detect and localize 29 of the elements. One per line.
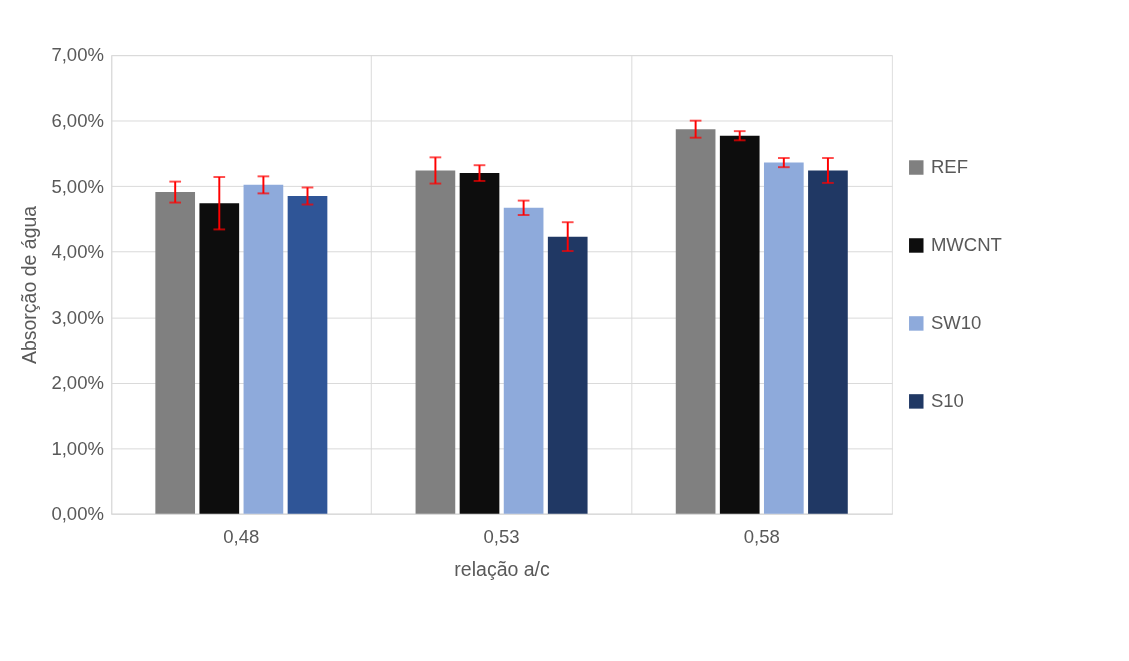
bar — [547, 236, 588, 514]
bar — [808, 170, 848, 514]
bar — [243, 184, 284, 514]
legend-label: SW10 — [930, 312, 982, 334]
legend-label: S10 — [930, 390, 964, 412]
bar — [459, 173, 500, 514]
y-tick-label: 5,00% — [51, 175, 104, 197]
x-tick-label: 0,58 — [743, 525, 780, 547]
x-tick-label: 0,48 — [223, 525, 260, 547]
y-tick-label: 6,00% — [51, 110, 104, 132]
y-tick-label: 4,00% — [51, 241, 104, 263]
y-tick-label: 2,00% — [51, 372, 104, 394]
x-axis-title: relação a/c — [454, 557, 550, 580]
bar — [415, 170, 456, 514]
bar — [763, 162, 804, 514]
legend-label: MWCNT — [930, 234, 1002, 256]
y-tick-label: 1,00% — [51, 437, 104, 459]
y-axis-title: Absorção de água — [17, 205, 40, 365]
legend-label: REF — [930, 156, 968, 178]
bar — [503, 207, 544, 514]
bar — [199, 203, 240, 514]
y-tick-label: 3,00% — [51, 306, 104, 328]
bar — [719, 135, 760, 514]
bar — [155, 192, 196, 514]
y-tick-label: 0,00% — [51, 503, 104, 525]
x-tick-label: 0,53 — [483, 525, 520, 547]
bar — [287, 196, 328, 514]
bar — [675, 129, 716, 514]
y-tick-label: 7,00% — [51, 44, 104, 66]
